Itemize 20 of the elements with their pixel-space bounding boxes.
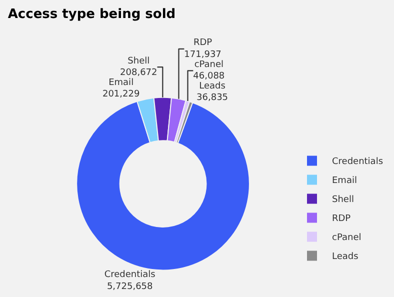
data-label: 208,672 [120, 68, 158, 78]
data-label: 5,725,658 [106, 282, 154, 292]
legend-label: RDP [332, 214, 352, 224]
donut-slice [76, 100, 250, 271]
slice-label: RDP [193, 38, 213, 48]
slice-label: Credentials [104, 270, 156, 280]
slice-label: Shell [128, 56, 150, 66]
legend-label: Leads [332, 252, 359, 262]
data-label: 171,937 [184, 50, 222, 60]
legend-label: cPanel [332, 233, 362, 244]
data-label: 46,088 [193, 72, 225, 82]
slice-label: Leads [199, 82, 226, 92]
chart-title: Access type being sold [8, 7, 176, 22]
legend-label: Shell [332, 195, 354, 206]
slice-label: cPanel [194, 60, 224, 70]
data-label: 36,835 [196, 93, 228, 104]
data-label: 201,229 [102, 90, 140, 100]
legend-label: Email [332, 176, 357, 186]
legend-label: Credentials [332, 157, 384, 168]
slice-label: Email [108, 78, 134, 88]
